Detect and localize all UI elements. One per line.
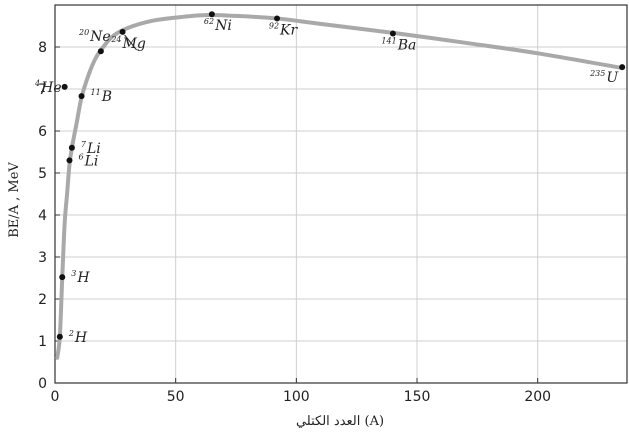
mass-number: 3: [71, 269, 76, 278]
element-symbol: Li: [84, 153, 99, 169]
x-tick-label: 50: [167, 389, 185, 405]
point-label-11-b: 11B: [91, 88, 112, 105]
x-tick-label: 150: [404, 389, 431, 405]
data-point-62-ni: [208, 11, 215, 18]
data-point-7-li: [68, 144, 75, 151]
point-label-24-mg: 24Mg: [110, 35, 146, 52]
mass-number: 141: [381, 37, 396, 46]
mass-number: 2: [68, 329, 74, 338]
mass-number: 6: [78, 152, 83, 161]
y-tick-label: 2: [38, 292, 47, 308]
data-point-3-h: [59, 274, 66, 281]
data-point-11-b: [78, 93, 85, 100]
point-label-20-ne: 20Ne: [78, 28, 111, 45]
element-symbol: H: [76, 270, 90, 286]
point-label-92-kr: 92Kr: [269, 21, 299, 38]
point-label-62-ni: 62Ni: [204, 17, 232, 34]
element-symbol: Ne: [89, 29, 111, 45]
binding-energy-curve: [55, 13, 625, 360]
mass-number: 24: [110, 35, 121, 44]
element-symbol: U: [606, 70, 619, 86]
y-tick-label: 8: [38, 40, 47, 56]
data-points: [56, 11, 626, 340]
y-axis-title: BE/A , MeV: [7, 162, 22, 238]
data-point-92-kr: [274, 15, 281, 22]
x-axis-title: (A) العدد الكتلي: [296, 414, 384, 429]
point-label-3-h: 3H: [71, 269, 90, 286]
element-symbol: Mg: [122, 36, 146, 52]
element-symbol: Kr: [279, 22, 298, 38]
element-symbol: B: [101, 89, 112, 105]
element-symbol: He: [40, 80, 62, 96]
mass-number: 7: [81, 140, 87, 149]
mass-number: 4: [34, 79, 40, 88]
grid: [55, 5, 627, 383]
point-label-6-li: 6Li: [78, 152, 98, 169]
x-tick-label: 200: [524, 389, 551, 405]
point-label-235-u: 235U: [589, 69, 619, 86]
mg-leader-line: [124, 34, 137, 51]
plot-frame: [54, 4, 628, 384]
data-point-24-mg: [119, 28, 126, 35]
element-symbol: Ba: [397, 38, 417, 54]
data-point-141-ba: [389, 30, 396, 37]
y-tick-label: 6: [38, 124, 47, 140]
element-symbol: Li: [86, 141, 101, 157]
x-tick-label: 100: [283, 389, 310, 405]
point-label-7-li: 7Li: [81, 140, 101, 157]
element-symbol: H: [74, 330, 88, 346]
y-tick-label: 5: [38, 166, 47, 182]
data-point-6-li: [66, 157, 73, 164]
y-tick-label: 3: [38, 250, 47, 266]
data-point-235-u: [619, 64, 626, 71]
mass-number: 20: [78, 28, 89, 37]
mass-number: 235: [589, 69, 605, 78]
x-tick-label: 0: [51, 389, 60, 405]
mass-number: 11: [91, 88, 101, 97]
element-symbol: Ni: [214, 18, 232, 34]
y-tick-label: 4: [38, 208, 47, 224]
mass-number: 92: [269, 21, 279, 30]
data-point-4-he: [61, 83, 68, 90]
y-tick-label: 7: [38, 82, 47, 98]
y-tick-label: 1: [38, 334, 47, 350]
mass-number: 62: [204, 17, 214, 26]
point-label-141-ba: 141Ba: [381, 37, 416, 54]
data-point-20-ne: [97, 48, 104, 55]
axis-ticks: 0 50 100 150 200 0 1 2 3 4 5 6 7 8: [38, 40, 551, 405]
y-tick-label: 0: [38, 376, 47, 392]
point-label-2-h: 2H: [68, 329, 88, 346]
data-point-2-h: [56, 333, 63, 340]
point-label-4-he: 4He: [34, 79, 62, 96]
